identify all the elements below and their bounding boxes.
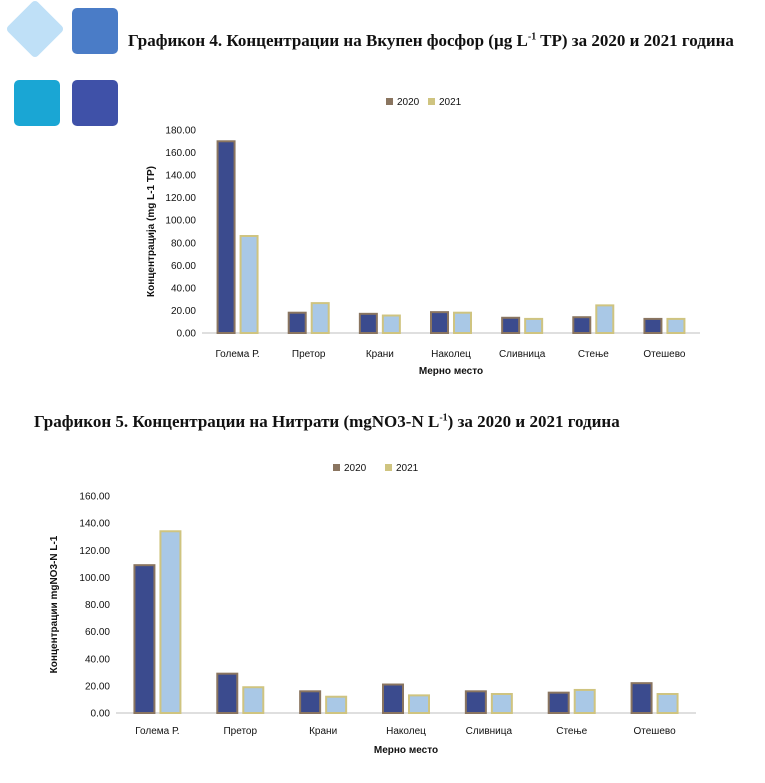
bar-2021-5 bbox=[573, 688, 596, 715]
bar-2021-3 bbox=[453, 311, 472, 334]
y-tick-label: 20.00 bbox=[85, 681, 110, 692]
bar-2020-0 bbox=[133, 564, 156, 714]
legend-label-2021: 2021 bbox=[396, 463, 419, 474]
y-tick-label: 60.00 bbox=[85, 627, 110, 638]
y-tick-label: 20.00 bbox=[171, 306, 196, 317]
bar-2021-6 bbox=[656, 693, 679, 714]
bar-2020-5 bbox=[572, 316, 592, 334]
legend-swatch-2020 bbox=[333, 464, 340, 471]
x-category-label: Наколец bbox=[431, 349, 471, 360]
y-tick-label: 100.00 bbox=[165, 216, 196, 227]
legend-swatch-2021 bbox=[385, 464, 392, 471]
legend-label-2021: 2021 bbox=[439, 97, 462, 108]
x-category-label: Отешево bbox=[643, 349, 686, 360]
legend-swatch-2020 bbox=[386, 98, 393, 105]
y-tick-label: 40.00 bbox=[171, 283, 196, 294]
x-category-label: Голема Р. bbox=[135, 726, 179, 737]
bar-2021-3 bbox=[408, 694, 430, 714]
logo-square-indigo bbox=[72, 80, 118, 126]
y-tick-label: 0.00 bbox=[91, 709, 111, 720]
bar-2020-1 bbox=[287, 311, 307, 334]
bar-2020-6 bbox=[643, 317, 663, 334]
y-tick-label: 80.00 bbox=[171, 238, 196, 249]
y-tick-label: 140.00 bbox=[79, 519, 110, 530]
y-axis-title: Концентрација (mg L-1 TP) bbox=[146, 166, 157, 297]
bar-2020-5 bbox=[547, 691, 570, 714]
bar-2021-2 bbox=[381, 314, 401, 334]
x-axis-title: Мерно место bbox=[419, 366, 483, 377]
legend: 2020 2021 bbox=[386, 97, 462, 108]
legend-label-2020: 2020 bbox=[344, 463, 367, 474]
y-tick-label: 160.00 bbox=[79, 492, 110, 503]
bar-2021-5 bbox=[595, 304, 615, 335]
legend-label-2020: 2020 bbox=[397, 97, 420, 108]
y-tick-label: 120.00 bbox=[165, 193, 196, 204]
logo-square-cyan bbox=[14, 80, 60, 126]
x-category-label: Крани bbox=[309, 726, 337, 737]
x-category-label: Стење bbox=[578, 349, 609, 360]
bar-2021-4 bbox=[490, 693, 513, 714]
chart-5-caption: Графикон 5. Концентрации на Нитрати (mgN… bbox=[34, 411, 754, 433]
y-axis-title: Концентрации mgNO3-N L-1 bbox=[49, 535, 60, 673]
bar-2020-2 bbox=[299, 690, 322, 715]
y-tick-label: 0.00 bbox=[177, 329, 197, 340]
chart-nitrates: 2020 2021 0.00 20.00 40.00 60.00 80.00 100.00 12… bbox=[49, 463, 696, 756]
chart-5-caption-prefix: Графикон 5. Концентрации на Нитрати (mgN… bbox=[34, 412, 440, 431]
chart-5-caption-sup: -1 bbox=[439, 412, 448, 424]
bar-2021-0 bbox=[239, 235, 259, 334]
logo-squares bbox=[6, 0, 118, 126]
bar-2020-0 bbox=[216, 140, 236, 335]
bar-2020-3 bbox=[430, 311, 449, 334]
bar-2021-2 bbox=[325, 695, 348, 715]
bar-2021-1 bbox=[310, 302, 330, 335]
chart-4-caption-prefix: Графикон 4. Концентрации на Вкупен фосфо… bbox=[128, 31, 528, 50]
bar-2021-1 bbox=[242, 686, 265, 714]
bar-2020-1 bbox=[216, 672, 239, 714]
y-tick-label: 140.00 bbox=[165, 171, 196, 182]
y-tick-label: 60.00 bbox=[171, 261, 196, 272]
x-category-label: Сливница bbox=[499, 349, 546, 360]
x-category-label: Претор bbox=[223, 726, 257, 737]
x-axis-title: Мерно место bbox=[374, 745, 438, 756]
bar-2020-6 bbox=[630, 682, 653, 715]
y-tick-label: 80.00 bbox=[85, 600, 110, 611]
x-category-label: Крани bbox=[366, 349, 394, 360]
chart-4-caption-sup: -1 bbox=[527, 31, 537, 43]
chart-4-caption-suffix: TP) за 2020 и 2021 година bbox=[536, 31, 734, 50]
x-category-label: Стење bbox=[556, 726, 587, 737]
y-tick-label: 120.00 bbox=[79, 546, 110, 557]
x-category-label: Наколец bbox=[386, 726, 426, 737]
bar-2020-3 bbox=[382, 683, 404, 715]
legend-swatch-2021 bbox=[428, 98, 435, 105]
bar-2021-6 bbox=[666, 317, 686, 334]
x-category-label: Отешево bbox=[633, 726, 676, 737]
chart-4-caption: Графикон 4. Концентрации на Вкупен фосфо… bbox=[128, 30, 748, 52]
y-tick-label: 100.00 bbox=[79, 573, 110, 584]
legend: 2020 2021 bbox=[333, 463, 419, 474]
chart-total-phosphorus: 2020 2021 0.00 20.00 40.00 60.00 80.00 100.00 12… bbox=[146, 97, 700, 377]
bar-2020-4 bbox=[464, 690, 487, 715]
bar-2021-4 bbox=[524, 317, 544, 334]
bar-2020-4 bbox=[501, 316, 521, 334]
bar-2020-2 bbox=[358, 312, 378, 334]
chart-5-caption-suffix: ) за 2020 и 2021 година bbox=[447, 412, 620, 431]
x-category-label: Голема Р. bbox=[215, 349, 259, 360]
y-tick-label: 180.00 bbox=[165, 126, 196, 137]
logo-square-light bbox=[6, 0, 64, 58]
x-category-label: Сливница bbox=[466, 726, 513, 737]
y-tick-label: 40.00 bbox=[85, 654, 110, 665]
logo-square-blue bbox=[72, 8, 118, 54]
x-category-label: Претор bbox=[292, 349, 326, 360]
y-tick-label: 160.00 bbox=[165, 148, 196, 159]
bar-2021-0 bbox=[159, 530, 182, 714]
